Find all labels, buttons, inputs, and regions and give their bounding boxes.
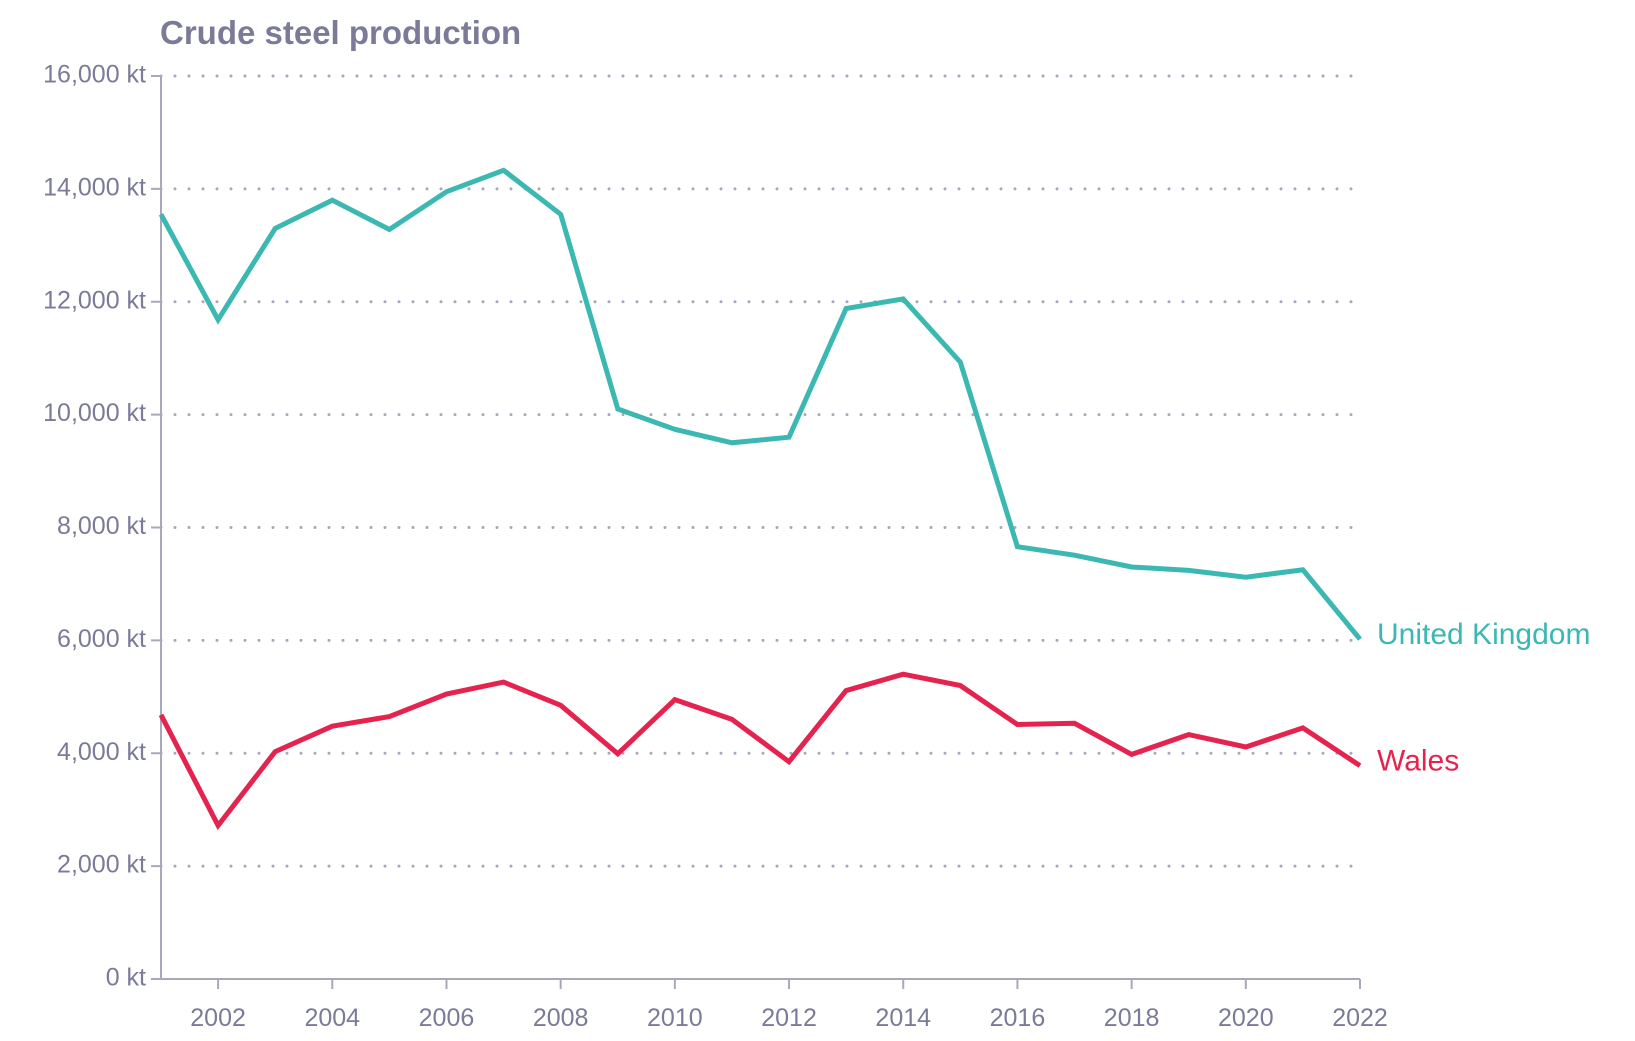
- series-lines: [158, 167, 1362, 831]
- axes: [151, 75, 1361, 989]
- series-label: Wales: [1377, 745, 1459, 778]
- x-tick-label: 2014: [875, 1004, 931, 1032]
- x-tick-label: 2006: [419, 1004, 475, 1032]
- x-tick-label: 2022: [1332, 1004, 1388, 1032]
- y-tick-label: 4,000 kt: [57, 738, 146, 766]
- x-tick-label: 2012: [761, 1004, 817, 1032]
- x-axis-ticks: 2002 2004 2006 2008 2010 2012 2014 2016 2018 2020…: [190, 1004, 1388, 1032]
- x-tick-label: 2018: [1104, 1004, 1160, 1032]
- x-tick-label: 2004: [304, 1004, 360, 1032]
- y-tick-label: 0 kt: [106, 964, 146, 992]
- series-label: United Kingdom: [1377, 618, 1590, 651]
- x-tick-label: 2020: [1218, 1004, 1274, 1032]
- y-tick-label: 6,000 kt: [57, 625, 146, 653]
- series-line: [158, 167, 1362, 641]
- x-tick-label: 2002: [190, 1004, 246, 1032]
- x-tick-label: 2010: [647, 1004, 703, 1032]
- y-tick-label: 14,000 kt: [43, 173, 146, 201]
- series-line: [158, 671, 1362, 831]
- y-axis-ticks: 0 kt 2,000 kt 4,000 kt 6,000 kt 8,000 kt 10,0…: [43, 61, 146, 992]
- y-tick-label: 16,000 kt: [43, 61, 146, 89]
- series-labels: United Kingdom Wales: [1377, 618, 1590, 777]
- x-tick-label: 2008: [533, 1004, 589, 1032]
- gridlines: [159, 74, 1362, 868]
- y-tick-label: 2,000 kt: [57, 851, 146, 879]
- x-tick-label: 2016: [990, 1004, 1046, 1032]
- y-tick-label: 10,000 kt: [43, 399, 146, 427]
- chart-title: Crude steel production: [160, 14, 522, 51]
- y-tick-label: 12,000 kt: [43, 286, 146, 314]
- y-tick-label: 8,000 kt: [57, 512, 146, 540]
